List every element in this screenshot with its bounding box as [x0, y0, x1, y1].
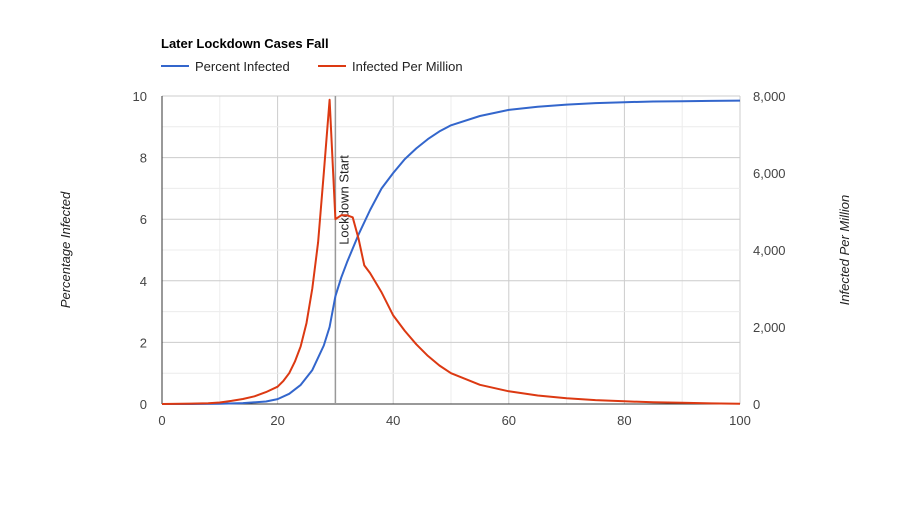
y-tick-label: 0 [140, 397, 147, 412]
y2-tick-label: 4,000 [753, 243, 786, 258]
x-tick-label: 100 [729, 413, 751, 428]
y-tick-label: 10 [133, 89, 147, 104]
x-tick-label: 40 [386, 413, 400, 428]
y2-axis-label: Infected Per Million [837, 195, 852, 306]
x-tick-label: 60 [502, 413, 516, 428]
y-tick-label: 4 [140, 274, 147, 289]
series-line-percent-infected [162, 99, 741, 405]
y-tick-label: 2 [140, 335, 147, 350]
x-tick-label: 20 [270, 413, 284, 428]
legend-label-percent-infected: Percent Infected [195, 59, 290, 74]
annotation: Lockdown Start [334, 96, 351, 404]
y2-tick-label: 2,000 [753, 320, 786, 335]
y-tick-label: 8 [140, 151, 147, 166]
x-tick-label: 0 [158, 413, 165, 428]
y2-tick-label: 8,000 [753, 89, 786, 104]
y2-tick-label: 0 [753, 397, 760, 412]
chart-title: Later Lockdown Cases Fall [161, 36, 329, 51]
x-tick-label: 80 [617, 413, 631, 428]
series-line-infected-per-million [161, 98, 741, 405]
series [161, 98, 741, 405]
y-axis-label: Percentage Infected [58, 191, 73, 308]
grid [162, 95, 741, 404]
annotation-label: Lockdown Start [336, 155, 351, 245]
legend: Percent Infected Infected Per Million [161, 59, 463, 74]
y-tick-label: 6 [140, 212, 147, 227]
legend-label-infected-per-million: Infected Per Million [352, 59, 463, 74]
y2-tick-label: 6,000 [753, 166, 786, 181]
